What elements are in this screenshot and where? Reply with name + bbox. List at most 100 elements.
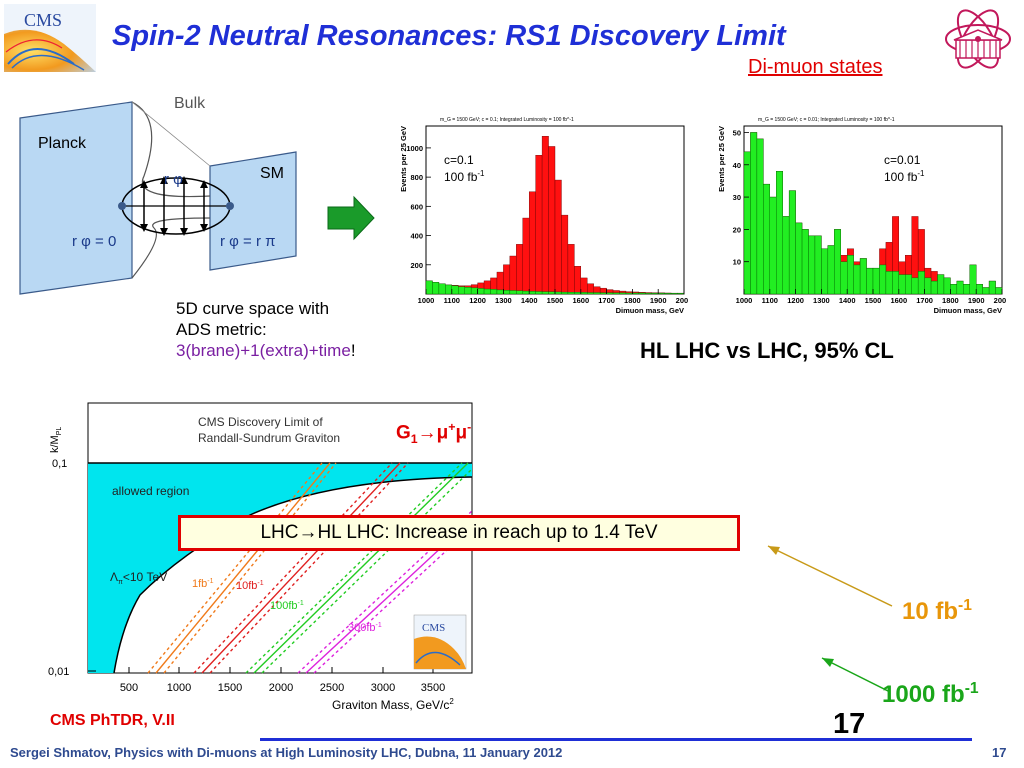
hist2-background-bar: [969, 264, 977, 295]
limit-legend-line2: Randall-Sundrum Graviton: [198, 431, 340, 445]
process-label: G1→μ+μ-: [396, 420, 472, 447]
hist2-header: m_G = 1500 GeV; c = 0.01; Integrated Lum…: [758, 117, 895, 123]
hist1-background-bar: [606, 292, 614, 295]
hist1-background-bar: [561, 291, 569, 295]
hist1-background-bar: [619, 292, 627, 295]
hist2-xlabel: Dimuon mass, GeV: [934, 306, 1002, 315]
hist1-background-bar: [541, 291, 549, 295]
hist1-signal-bar: [535, 155, 543, 295]
hist1-background-bar: [438, 283, 446, 295]
brane-diagram: Bulk Planck SM r φ r φ = 0 r φ = r π: [19, 95, 297, 295]
r-phi-pi-label: r φ = r π: [220, 233, 276, 250]
reach-callout: LHC → HL LHC: Increase in reach up to 1.4…: [178, 515, 740, 551]
hist2-background-bar: [866, 267, 874, 295]
caption-line-3: 3(brane)+1(extra)+time!: [176, 340, 356, 361]
hist2-ytick: 40: [733, 161, 741, 170]
hist2-background-bar: [911, 277, 919, 295]
hist1-background-bar: [593, 292, 601, 295]
hist1-background-bar: [658, 292, 665, 295]
hist2-background-bar: [782, 216, 790, 295]
hist1-background-bar: [599, 292, 607, 295]
hist1-signal-bar: [541, 136, 549, 295]
hist1-background-bar: [677, 293, 685, 295]
caption-dimensions: 3(brane)+1(extra)+time: [176, 341, 351, 360]
right-arrow-icon: [327, 195, 375, 241]
slide-number-large: 17: [833, 708, 866, 740]
hist1-xtick: 1800: [624, 296, 641, 305]
hist1-ytick: 600: [410, 202, 423, 211]
hist1-signal-bar: [503, 264, 511, 295]
hist1-background-bar: [587, 292, 594, 295]
bulk-label: Bulk: [174, 95, 206, 112]
hist1-xtick: 1500: [547, 296, 564, 305]
hist1-background-bar: [535, 291, 543, 295]
hist1-background-bar: [451, 285, 459, 295]
hist2-background-bar: [937, 274, 945, 295]
hist2-background-bar: [924, 277, 932, 295]
hist1-signal-bar: [580, 277, 588, 295]
hist2-background-bar: [743, 151, 751, 295]
hist2-background-bar: [846, 255, 854, 295]
hist2-xtick: 1700: [916, 296, 933, 305]
limit-xtick: 2000: [269, 682, 293, 694]
hist2-background-bar: [776, 171, 783, 295]
hist1-background-bar: [574, 292, 582, 295]
hist2-background-bar: [963, 284, 970, 295]
hist2-background-bar: [834, 229, 841, 295]
hist1-background-bar: [645, 292, 652, 295]
comparison-label: HL LHC vs LHC, 95% CL: [640, 338, 894, 363]
caption-line-1: 5D curve space with: [176, 299, 330, 318]
planck-label: Planck: [38, 135, 87, 152]
hist2-background-bar: [814, 235, 822, 295]
svg-text:CMS: CMS: [422, 622, 445, 634]
hist2-xtick: 1200: [787, 296, 804, 305]
hist2-background-bar: [763, 183, 770, 295]
hist2-legend-c: c=0.01: [884, 153, 921, 167]
r-phi-label: r φ: [164, 171, 183, 188]
hist1-background-bar: [516, 290, 523, 295]
hist2-ylabel: Events per 25 GeV: [717, 126, 726, 192]
curve-label-1fb: 1fb-1: [192, 578, 214, 590]
hist1-signal-bar: [561, 214, 569, 295]
cms-logo-text: CMS: [24, 10, 62, 30]
hist2-background-bar: [827, 245, 835, 295]
hist1-xtick: 2000: [676, 296, 688, 305]
hist2-background-bar: [885, 271, 893, 295]
dubna-logo: [945, 9, 1011, 69]
histogram-c-0-1: m_G = 1500 GeV; c = 0.1; Integrated Lumi…: [399, 117, 688, 315]
footer-divider: [260, 738, 972, 741]
hist1-signal-bar: [548, 146, 556, 295]
hist1-legend-c: c=0.1: [444, 153, 474, 167]
hist2-background-bar: [917, 271, 925, 295]
hist2-background-bar: [976, 284, 983, 295]
hist1-background-bar: [522, 290, 530, 295]
hist2-background-bar: [821, 248, 829, 295]
hist2-xtick: 1500: [865, 296, 882, 305]
hist1-xtick: 1200: [469, 296, 486, 305]
reference-label: CMS PhTDR, V.II: [50, 712, 175, 729]
caption-line-2: ADS metric:: [176, 320, 267, 339]
limit-xtick: 3500: [421, 682, 445, 694]
hist1-background-bar: [503, 290, 511, 295]
lambda-label: Λπ<10 TeV: [110, 570, 167, 586]
lumi-10-label: 10 fb-1: [902, 597, 972, 625]
hist1-xtick: 1900: [650, 296, 667, 305]
hist1-signal-bar: [567, 244, 575, 295]
curve-label-100fb: 100fb-1: [270, 600, 304, 612]
hist1-background-bar: [464, 287, 472, 295]
hist2-background-bar: [988, 280, 996, 295]
hist2-background-bar: [898, 274, 906, 295]
hist1-background-bar: [580, 292, 588, 295]
hist2-xtick: 1400: [839, 296, 856, 305]
hist2-background-bar: [956, 280, 964, 295]
hist1-background-bar: [625, 292, 633, 295]
curve-label-300fb: 300fb-1: [348, 622, 382, 634]
hist1-ylabel: Events per 25 GeV: [399, 126, 408, 192]
limit-xtick: 1000: [167, 682, 191, 694]
caption-exclaim: !: [350, 341, 356, 360]
hist1-background-bar: [528, 291, 536, 295]
hist1-background-bar: [548, 291, 556, 295]
hist1-xtick: 1400: [521, 296, 538, 305]
limit-xtick: 500: [120, 682, 138, 694]
limit-ytick-0-01: 0,01: [48, 666, 69, 678]
